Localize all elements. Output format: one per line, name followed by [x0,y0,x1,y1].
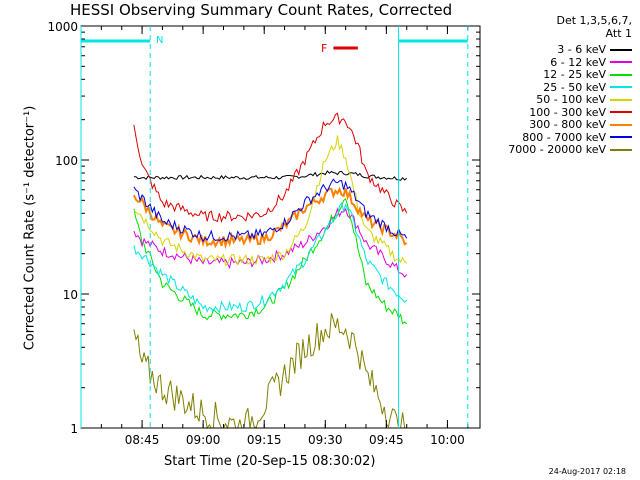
legend-swatch [610,136,632,138]
legend-entry: 300 - 800 keV [529,118,632,131]
series-line-6 [133,112,408,223]
x-tick-label-2: 09:00 [186,433,221,447]
y-tick-label-2: 10 [63,288,78,302]
axis-ticks: 08:45 09:00 09:15 09:30 09:45 10:00 1 10 100 1000 [47,20,480,447]
legend-swatch [610,86,632,88]
x-tick-label-1: 08:45 [125,433,160,447]
legend-header-line-2: Att 1 [605,27,632,40]
flare-label: F [321,42,328,55]
legend-swatch [610,98,632,101]
y-tick-label-1: 1 [70,422,78,436]
legend-entry-label: 7000 - 20000 keV [508,143,606,156]
legend-entry-label: 12 - 25 keV [543,68,606,81]
legend-entry-label: 25 - 50 keV [543,80,606,94]
legend-entry: 12 - 25 keV [543,68,632,81]
legend-header: Det 1,3,5,6,7, Att 1 [556,14,632,40]
legend-header-line-1: Det 1,3,5,6,7, [556,14,632,27]
legend-swatch [610,148,632,151]
legend-entry: 7000 - 20000 keV [508,143,632,156]
series-line-3 [133,198,408,325]
y-axis-label: Corrected Count Rate (s⁻¹ detector⁻¹) [22,105,38,351]
x-tick-label-4: 09:30 [308,433,343,447]
x-axis-label: Start Time (20-Sep-15 08:30:02) [164,454,376,469]
legend-entry: 3 - 6 keV [557,43,632,56]
series-line-9 [133,313,407,430]
night-label: N [156,35,164,46]
legend-swatch [610,48,632,51]
legend-entry: 800 - 7000 keV [522,131,632,144]
legend-entry-label: 50 - 100 keV [536,93,606,106]
series-line-2 [133,207,408,278]
legend-entry-label: 300 - 800 keV [529,118,606,131]
legend-entry: 25 - 50 keV [543,81,632,94]
x-tick-label-5: 09:45 [369,433,404,447]
legend-swatch [610,61,632,63]
legend-entry-label: 800 - 7000 keV [522,130,606,144]
legend-entry: 100 - 300 keV [529,106,632,119]
legend-swatch [610,111,632,113]
legend-swatch [610,73,632,76]
legend-entry-label: 6 - 12 keV [550,55,606,69]
legend-entry-label: 100 - 300 keV [529,105,606,119]
legend-entry: 50 - 100 keV [536,93,632,106]
plot-lines [132,112,408,430]
series-line-1 [133,170,408,181]
chart-title: HESSI Observing Summary Count Rates, Cor… [70,1,453,19]
footer-timestamp: 24-Aug-2017 02:18 [548,467,626,476]
legend-swatch [610,123,632,126]
y-tick-label-3: 100 [55,154,78,168]
y-tick-label-4: 1000 [47,20,78,34]
annotations [80,26,469,428]
series-line-8 [133,178,408,243]
legend-entry: 6 - 12 keV [550,56,632,69]
x-tick-label-6: 10:00 [430,433,465,447]
legend-entry-label: 3 - 6 keV [557,43,606,56]
series-line-5 [133,135,408,266]
x-tick-label-3: 09:15 [247,433,282,447]
series-line-4 [133,202,408,314]
